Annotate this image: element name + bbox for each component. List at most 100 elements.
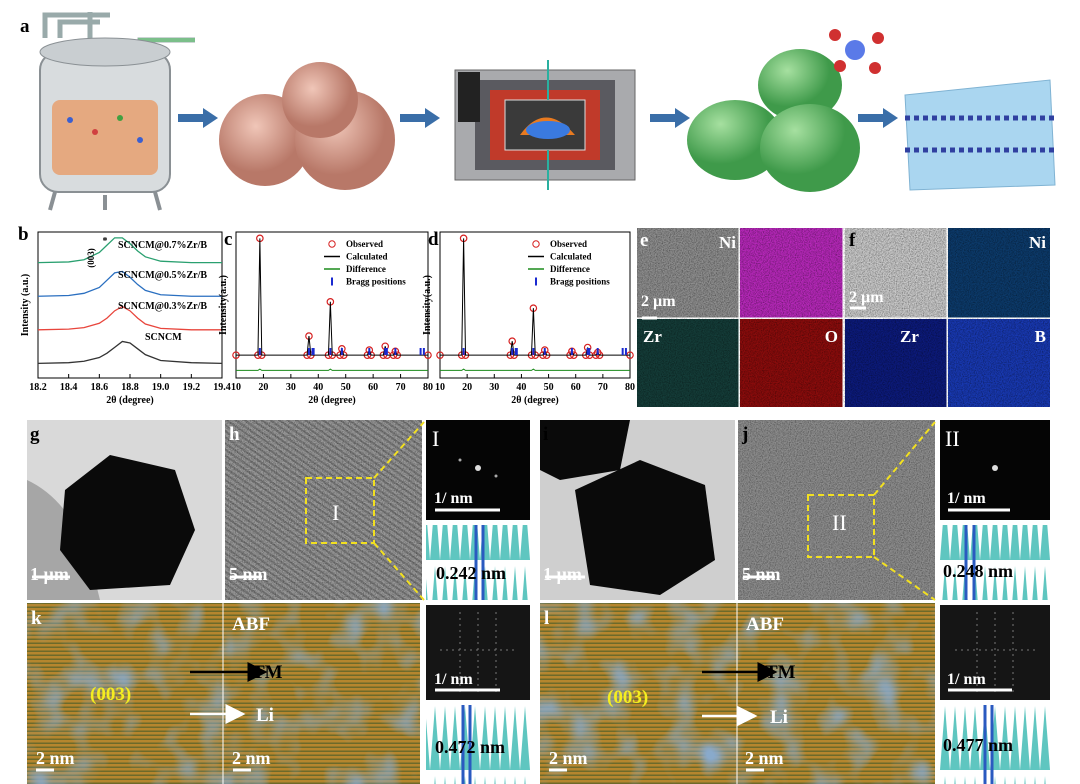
panel-label: c bbox=[224, 229, 232, 250]
legend-label: Bragg positions bbox=[346, 277, 406, 287]
series-line bbox=[37, 340, 223, 365]
curve-label: SCNCM bbox=[145, 332, 182, 343]
legend-label: Difference bbox=[346, 264, 386, 274]
y-axis-label: Intensity(a.u.) bbox=[218, 275, 229, 335]
scale-bar-label: 2 nm bbox=[745, 748, 784, 768]
synthesis-scheme bbox=[39, 12, 1056, 211]
x-tick-label: 20 bbox=[258, 382, 268, 393]
x-tick-label: 30 bbox=[489, 382, 499, 393]
x-tick-label: 10 bbox=[231, 382, 241, 393]
charts: 18.2 18.4 18.6 18.8 19.0 19.2 19.4 2θ (degree) I… bbox=[20, 231, 635, 406]
scale-bar-label: 2 nm bbox=[549, 748, 588, 768]
x-tick-label: 18.8 bbox=[121, 382, 139, 393]
scale-bar-label: 1/ nm bbox=[947, 490, 986, 507]
x-tick-label: 18.2 bbox=[29, 382, 47, 393]
annotation: (003) bbox=[86, 248, 96, 268]
x-tick-label: 50 bbox=[341, 382, 351, 393]
legend-label: Observed bbox=[550, 239, 587, 249]
panel-label: h bbox=[229, 424, 240, 445]
legend-label: Bragg positions bbox=[550, 277, 610, 287]
series-line bbox=[37, 237, 222, 264]
x-tick-label: 60 bbox=[368, 382, 378, 393]
scale-bar-label: 2 nm bbox=[36, 748, 75, 768]
plot-frame bbox=[439, 231, 631, 379]
legend-label: Calculated bbox=[550, 252, 592, 262]
panel-label: i bbox=[543, 424, 548, 445]
x-tick-label: 70 bbox=[598, 382, 608, 393]
labels: a b c d e f g h i j k l Ni Zr O Ni Zr B … bbox=[18, 16, 1046, 768]
panel-label: k bbox=[31, 608, 42, 629]
legend-marker bbox=[328, 240, 336, 248]
x-tick-label: 19.4 bbox=[213, 382, 231, 393]
eds-maps bbox=[637, 228, 1050, 407]
abf-label: ABF bbox=[746, 614, 784, 635]
plot-frame bbox=[235, 231, 429, 379]
map-label: Zr bbox=[900, 327, 919, 346]
li-label: Li bbox=[770, 707, 788, 728]
x-axis-label: 2θ (degree) bbox=[106, 395, 154, 406]
legend-label: Difference bbox=[550, 264, 590, 274]
panel-label: l bbox=[544, 608, 549, 629]
annotation: * bbox=[103, 236, 108, 247]
x-tick-label: 19.2 bbox=[183, 382, 201, 393]
map-label: Ni bbox=[719, 233, 736, 252]
map-label: Ni bbox=[1029, 233, 1046, 252]
x-tick-label: 80 bbox=[625, 382, 635, 393]
x-axis-label: 2θ (degree) bbox=[308, 395, 356, 406]
x-tick-label: 18.4 bbox=[60, 382, 78, 393]
panel-label: f bbox=[849, 230, 856, 251]
plane-label: (003) bbox=[607, 687, 648, 708]
panel-label: d bbox=[428, 229, 439, 250]
scale-bar-label: 2 µm bbox=[849, 289, 884, 306]
fft-label: II bbox=[945, 426, 960, 451]
map-label: B bbox=[1035, 327, 1046, 346]
scale-bar-label: 1 µm bbox=[543, 564, 582, 584]
panel-label: g bbox=[30, 424, 40, 445]
x-tick-label: 40 bbox=[313, 382, 323, 393]
roi-label: I bbox=[332, 500, 339, 525]
fft-label: I bbox=[432, 426, 439, 451]
tm-label: TM bbox=[252, 662, 283, 683]
panel-label: b bbox=[18, 224, 29, 245]
x-tick-label: 40 bbox=[516, 382, 526, 393]
y-axis-label: Intensity (a.u.) bbox=[20, 274, 31, 337]
x-tick-label: 10 bbox=[435, 382, 445, 393]
x-tick-label: 80 bbox=[423, 382, 433, 393]
series-line bbox=[236, 368, 428, 371]
scale-bar-label: 2 µm bbox=[641, 293, 676, 310]
x-axis-label: 2θ (degree) bbox=[511, 395, 559, 406]
spacing-label: 0.472 nm bbox=[435, 737, 505, 757]
x-tick-label: 19.0 bbox=[152, 382, 170, 393]
map-label: O bbox=[825, 327, 838, 346]
scale-bar-label: 1/ nm bbox=[434, 671, 473, 688]
abf-label: ABF bbox=[232, 614, 270, 635]
tm-label: TM bbox=[765, 662, 796, 683]
tem-images bbox=[27, 420, 1050, 601]
scale-bar-label: 5 nm bbox=[742, 564, 781, 584]
stem-images bbox=[27, 603, 1050, 784]
scale-bar-label: 2 nm bbox=[232, 748, 271, 768]
x-tick-label: 30 bbox=[286, 382, 296, 393]
scale-bar-label: 1/ nm bbox=[947, 671, 986, 688]
x-tick-label: 18.6 bbox=[91, 382, 109, 393]
plane-label: (003) bbox=[90, 684, 131, 705]
y-axis-label: Intensity(a.u.) bbox=[422, 275, 433, 335]
spacing-label: 0.477 nm bbox=[943, 735, 1013, 755]
curve-label: SCNCM@0.5%Zr/B bbox=[118, 270, 207, 281]
curve-label: SCNCM@0.7%Zr/B bbox=[118, 240, 207, 251]
panel-label: j bbox=[741, 424, 748, 445]
x-tick-label: 70 bbox=[396, 382, 406, 393]
li-label: Li bbox=[256, 705, 274, 726]
x-tick-label: 60 bbox=[571, 382, 581, 393]
map-label: Zr bbox=[643, 327, 662, 346]
spacing-label: 0.242 nm bbox=[436, 563, 506, 583]
x-tick-label: 20 bbox=[462, 382, 472, 393]
legend-marker bbox=[532, 240, 540, 248]
series-line bbox=[37, 270, 222, 297]
spacing-label: 0.248 nm bbox=[943, 561, 1013, 581]
scale-bar-label: 1/ nm bbox=[434, 490, 473, 507]
scale-bar-label: 5 nm bbox=[229, 564, 268, 584]
roi-label: II bbox=[832, 510, 847, 535]
curve-label: SCNCM@0.3%Zr/B bbox=[118, 301, 207, 312]
